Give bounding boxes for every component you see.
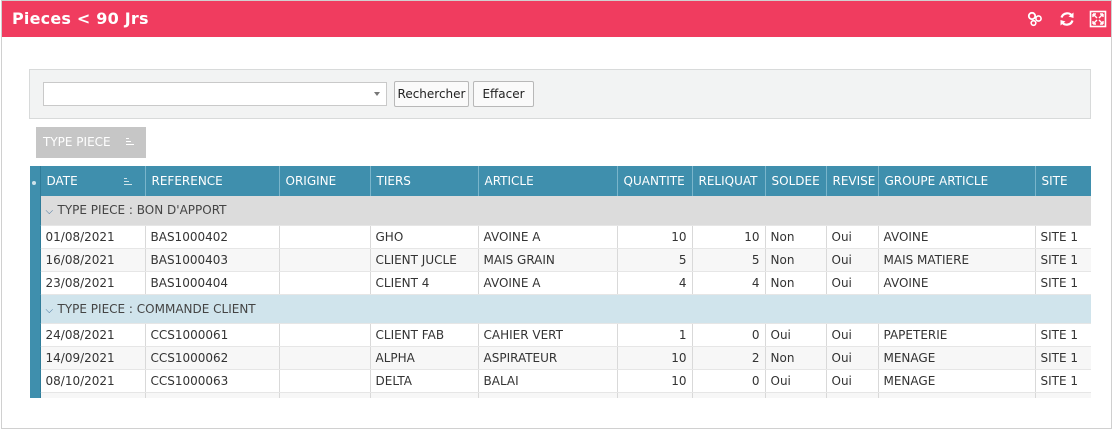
search-panel: Rechercher Effacer	[29, 69, 1091, 119]
table-row[interactable]: 08/10/2021 CCS1000063 DELTA BALAI 10 0 O…	[30, 369, 1091, 393]
col-soldee[interactable]: SOLDEE	[765, 166, 827, 196]
pieces-table: DATE REFERENCE ORIGINE TIERS ARTICLE QUA…	[30, 166, 1091, 398]
table-row[interactable]	[30, 392, 1091, 398]
row-indicator-header	[30, 166, 41, 196]
col-tiers[interactable]: TIERS	[370, 166, 479, 196]
search-combo[interactable]	[43, 82, 387, 106]
table-row[interactable]: 01/08/2021 BAS1000402 GHO AVOINE A 10 10…	[30, 225, 1091, 249]
maximize-icon[interactable]	[1089, 10, 1107, 28]
col-reference[interactable]: REFERENCE	[145, 166, 280, 196]
col-quantite[interactable]: QUANTITE	[617, 166, 693, 196]
sort-lines-icon	[123, 178, 132, 185]
col-groupe-article[interactable]: GROUPE ARTICLE	[878, 166, 1036, 196]
table-row[interactable]: 23/08/2021 BAS1000404 CLIENT 4 AVOINE A …	[30, 271, 1091, 295]
sort-lines-icon	[126, 138, 134, 145]
table-row[interactable]: 14/09/2021 CCS1000062 ALPHA ASPIRATEUR 1…	[30, 346, 1091, 370]
table-row[interactable]: 24/08/2021 CCS1000061 CLIENT FAB CAHIER …	[30, 323, 1091, 347]
chevron-down-icon[interactable]: ⌵	[45, 304, 54, 316]
clear-button[interactable]: Effacer	[473, 81, 534, 107]
table-header-row: DATE REFERENCE ORIGINE TIERS ARTICLE QUA…	[30, 166, 1091, 196]
col-site[interactable]: SITE	[1035, 166, 1091, 196]
col-reliquat[interactable]: RELIQUAT	[692, 166, 766, 196]
refresh-icon[interactable]	[1058, 10, 1076, 28]
settings-cluster-icon[interactable]	[1026, 10, 1044, 28]
group-by-chip[interactable]: TYPE PIECE	[36, 127, 146, 158]
col-article[interactable]: ARTICLE	[478, 166, 618, 196]
chevron-down-icon[interactable]: ⌵	[45, 206, 54, 218]
group-by-chip-label: TYPE PIECE	[43, 135, 111, 149]
col-origine[interactable]: ORIGINE	[279, 166, 371, 196]
group-label: TYPE PIECE : COMMANDE CLIENT	[57, 301, 256, 316]
search-button[interactable]: Rechercher	[394, 81, 469, 107]
chevron-down-icon[interactable]	[374, 92, 380, 96]
group-label: TYPE PIECE : BON D'APPORT	[57, 203, 227, 218]
col-revise[interactable]: REVISE	[826, 166, 879, 196]
data-grid: DATE REFERENCE ORIGINE TIERS ARTICLE QUA…	[30, 166, 1091, 398]
group-row[interactable]: ⌵ TYPE PIECE : COMMANDE CLIENT	[30, 294, 1091, 324]
group-row[interactable]: ⌵ TYPE PIECE : BON D'APPORT	[30, 196, 1091, 226]
window-title: Pieces < 90 Jrs	[12, 9, 149, 28]
window-titlebar: Pieces < 90 Jrs	[2, 1, 1111, 37]
table-row[interactable]: 16/08/2021 BAS1000403 CLIENT JUCLE MAIS …	[30, 248, 1091, 272]
col-date[interactable]: DATE	[40, 166, 146, 196]
